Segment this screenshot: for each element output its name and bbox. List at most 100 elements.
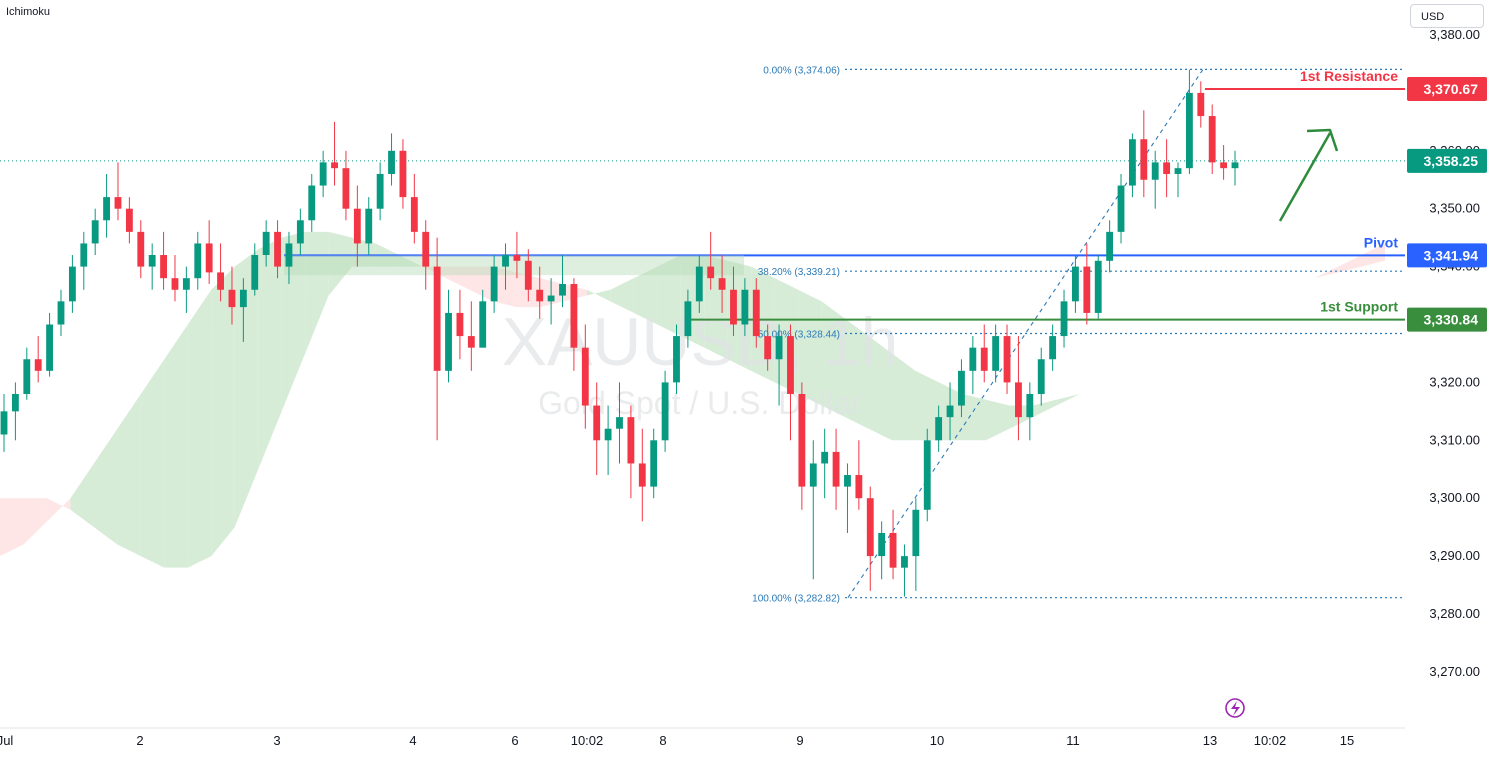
- cloud-segment-bullish: [1197, 324, 1221, 337]
- candle-bullish: [901, 556, 908, 568]
- price-tick-label: 3,290.00: [1429, 548, 1480, 563]
- time-tick-label: 6: [511, 733, 518, 748]
- candle-bearish: [34, 359, 42, 371]
- candle-bullish: [958, 370, 965, 406]
- price-tick-label: 3,270.00: [1429, 664, 1480, 679]
- candle-bullish: [194, 243, 202, 279]
- price-axis-bg: [1405, 0, 1492, 730]
- cloud-segment-bearish: [23, 498, 47, 545]
- watermark-symbol: XAUUSD, 1h: [502, 304, 899, 380]
- candle-bearish: [342, 168, 350, 209]
- level-price-badge: [1407, 77, 1487, 102]
- level-name: 1st Resistance: [1300, 68, 1398, 84]
- fib-level-label: 0.00% (3,374.06): [763, 65, 840, 76]
- cloud-segment-bullish: [305, 231, 329, 354]
- time-tick-label: 2: [136, 733, 143, 748]
- time-axis[interactable]: Jul 2 3 4 6 10:02 8 9 10 11 13 10:02 15: [0, 727, 1405, 748]
- candle-bearish: [866, 498, 874, 557]
- candle-bullish: [1094, 260, 1102, 313]
- candle-bearish: [433, 266, 441, 371]
- time-tick-label: 15: [1340, 733, 1354, 748]
- candle-bearish: [1003, 336, 1011, 383]
- cloud-segment-bullish: [610, 278, 634, 313]
- cloud-segment-bullish: [70, 463, 94, 528]
- cloud-segment-bearish: [1338, 255, 1362, 273]
- cloud-segment-bullish: [164, 324, 188, 568]
- candle-bullish: [479, 301, 487, 348]
- candle-bullish: [741, 289, 749, 325]
- cloud-segment-bullish: [985, 399, 1010, 441]
- candle-bullish: [1117, 185, 1125, 232]
- candle-bearish: [125, 208, 133, 232]
- candle-bearish: [467, 336, 475, 348]
- candle-bullish: [68, 266, 76, 302]
- cloud-segment-bullish: [281, 231, 306, 412]
- candle-bullish: [935, 417, 943, 441]
- candle-bearish: [855, 475, 863, 499]
- candle-bearish: [980, 347, 988, 371]
- cloud-segment-bearish: [0, 498, 24, 557]
- candle-bearish: [513, 255, 521, 261]
- candle-bearish: [764, 336, 772, 360]
- candle-bearish: [1083, 266, 1091, 313]
- time-tick-label: Jul: [0, 733, 13, 748]
- candle-bullish: [285, 243, 293, 267]
- candle-bullish: [559, 283, 566, 296]
- candle-bullish: [251, 255, 259, 290]
- price-axis[interactable]: 3,270.00 3,280.00 3,290.00 3,300.00 3,310.00…: [1405, 0, 1492, 730]
- candle-bullish: [1185, 92, 1193, 169]
- candle-bearish: [832, 451, 840, 487]
- candle-bullish: [148, 255, 156, 267]
- level-price-badge-text: 3,370.67: [1424, 81, 1479, 97]
- candle-bearish: [638, 463, 646, 487]
- cloud-segment-bearish: [46, 498, 71, 522]
- candle-bullish: [969, 347, 977, 371]
- candle-bullish: [946, 405, 954, 418]
- indicator-label[interactable]: Ichimoku: [6, 6, 51, 18]
- candle-bullish: [1231, 162, 1239, 169]
- cloud-segment-bullish: [1267, 289, 1292, 302]
- candle-bullish: [319, 162, 327, 186]
- candle-bearish: [1015, 382, 1022, 418]
- candle-bearish: [137, 231, 145, 267]
- cloud-segment-bullish: [234, 249, 259, 528]
- candle-bearish: [1220, 162, 1228, 169]
- candle-bearish: [798, 393, 806, 487]
- candle-bearish: [1208, 116, 1216, 163]
- bullish-arrow-shaft: [1278, 132, 1332, 222]
- key-levels: 1st Resistance Pivot 1st Support: [0, 68, 1405, 321]
- price-tick-label: 3,310.00: [1429, 432, 1480, 447]
- cloud-segment-bullish: [1032, 399, 1057, 418]
- candle-bullish: [445, 312, 452, 371]
- level-name: Pivot: [1364, 234, 1399, 250]
- candle-bullish: [490, 266, 498, 302]
- candle-bearish: [570, 283, 578, 348]
- candle-bearish: [114, 197, 122, 209]
- watermark: XAUUSD, 1h Gold Spot / U.S. Dollar: [502, 304, 899, 421]
- time-tick-label: 3: [273, 733, 280, 748]
- cloud-segment-bearish: [469, 266, 493, 302]
- cloud-segment-bullish: [868, 336, 893, 441]
- currency-button[interactable]: USD: [1410, 4, 1484, 28]
- candle-bullish: [775, 336, 783, 360]
- candle-bullish: [1106, 231, 1114, 261]
- candle-bullish: [695, 266, 703, 302]
- cloud-segment-bullish: [117, 393, 141, 557]
- candle-bullish: [878, 532, 886, 557]
- time-tick-label: 9: [796, 733, 803, 748]
- candle-bearish: [422, 231, 430, 267]
- candle-bullish: [923, 440, 931, 510]
- candle-bullish: [80, 243, 88, 267]
- candle-bearish: [730, 289, 737, 325]
- cloud-segment-bullish: [1079, 382, 1104, 394]
- candle-bullish: [296, 220, 304, 244]
- cloud-segment-bullish: [399, 255, 423, 267]
- candle-bullish: [661, 382, 669, 441]
- price-tick-label: 3,320.00: [1429, 374, 1480, 389]
- candle-bullish: [1026, 393, 1034, 418]
- candle-bullish: [1174, 168, 1182, 174]
- cloud-segment-bearish: [1314, 266, 1339, 279]
- candle-bullish: [1128, 139, 1136, 186]
- cloud-segment-bullish: [1173, 336, 1198, 348]
